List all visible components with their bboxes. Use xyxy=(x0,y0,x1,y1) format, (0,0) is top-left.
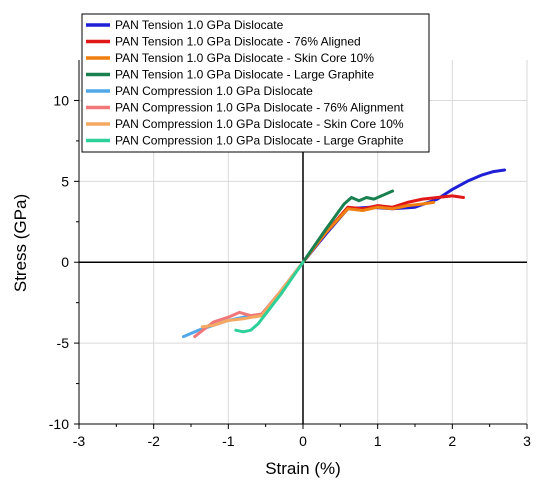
y-tick-label: -5 xyxy=(57,335,70,351)
y-tick-label: -10 xyxy=(49,416,69,432)
x-tick-label: 1 xyxy=(374,433,382,449)
legend-label: PAN Tension 1.0 GPa Dislocate - Large Gr… xyxy=(115,68,374,82)
legend-label: PAN Compression 1.0 GPa Dislocate - 76% … xyxy=(115,101,404,115)
y-tick-label: 0 xyxy=(61,254,69,270)
legend-label: PAN Compression 1.0 GPa Dislocate - Larg… xyxy=(115,134,404,148)
x-tick-label: -3 xyxy=(73,433,86,449)
legend: PAN Tension 1.0 GPa Dislocate PAN Tension… xyxy=(81,13,430,153)
legend-label: PAN Tension 1.0 GPa Dislocate xyxy=(115,18,284,32)
x-tick-label: 3 xyxy=(523,433,531,449)
series-line-1 xyxy=(301,168,507,264)
x-axis-title: Strain (%) xyxy=(265,459,341,478)
x-tick-label: -2 xyxy=(147,433,160,449)
x-tick-label: -1 xyxy=(222,433,235,449)
x-tick-label: 0 xyxy=(299,433,307,449)
y-tick-label: 5 xyxy=(61,173,69,189)
legend-label: PAN Tension 1.0 GPa Dislocate - 76% Alig… xyxy=(115,35,361,49)
series-line-5 xyxy=(182,260,305,339)
legend-label: PAN Tension 1.0 GPa Dislocate - Skin Cor… xyxy=(115,51,374,65)
y-axis-title: Stress (GPa) xyxy=(11,194,30,292)
legend-label: PAN Compression 1.0 GPa Dislocate - Skin… xyxy=(115,117,404,131)
y-tick-label: 10 xyxy=(53,92,69,108)
legend-label: PAN Compression 1.0 GPa Dislocate xyxy=(115,84,313,98)
series-line-3 xyxy=(301,200,436,264)
x-tick-label: 2 xyxy=(448,433,456,449)
legend-box xyxy=(81,13,430,153)
series-line-7 xyxy=(200,260,305,329)
series-layer xyxy=(182,168,507,339)
series-line-4 xyxy=(301,189,395,264)
series-line-8 xyxy=(234,260,305,334)
